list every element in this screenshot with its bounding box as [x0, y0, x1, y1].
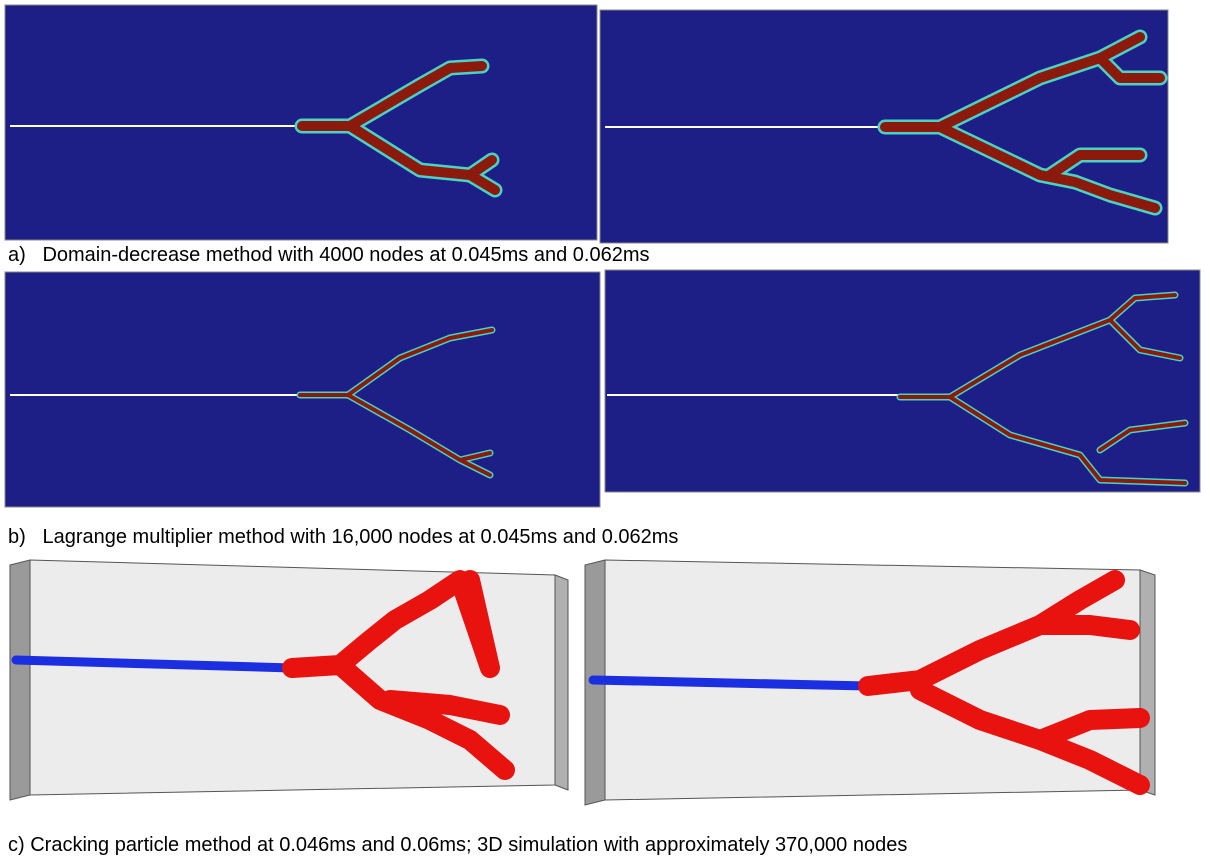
- slab-edge: [10, 560, 30, 800]
- panel-b-left: [5, 272, 600, 507]
- caption: a) Domain-decrease method with 4000 node…: [8, 244, 649, 267]
- slab-edge: [555, 575, 568, 790]
- initial-crack: [593, 680, 868, 686]
- slab-edge: [1140, 570, 1155, 795]
- panel-b-right: [605, 270, 1200, 492]
- caption: c) Cracking particle method at 0.046ms a…: [8, 834, 907, 857]
- caption: b) Lagrange multiplier method with 16,00…: [8, 526, 678, 549]
- page: {"captions": { "a": "a) Domain-decrease …: [0, 0, 1205, 863]
- figure: [0, 0, 1205, 863]
